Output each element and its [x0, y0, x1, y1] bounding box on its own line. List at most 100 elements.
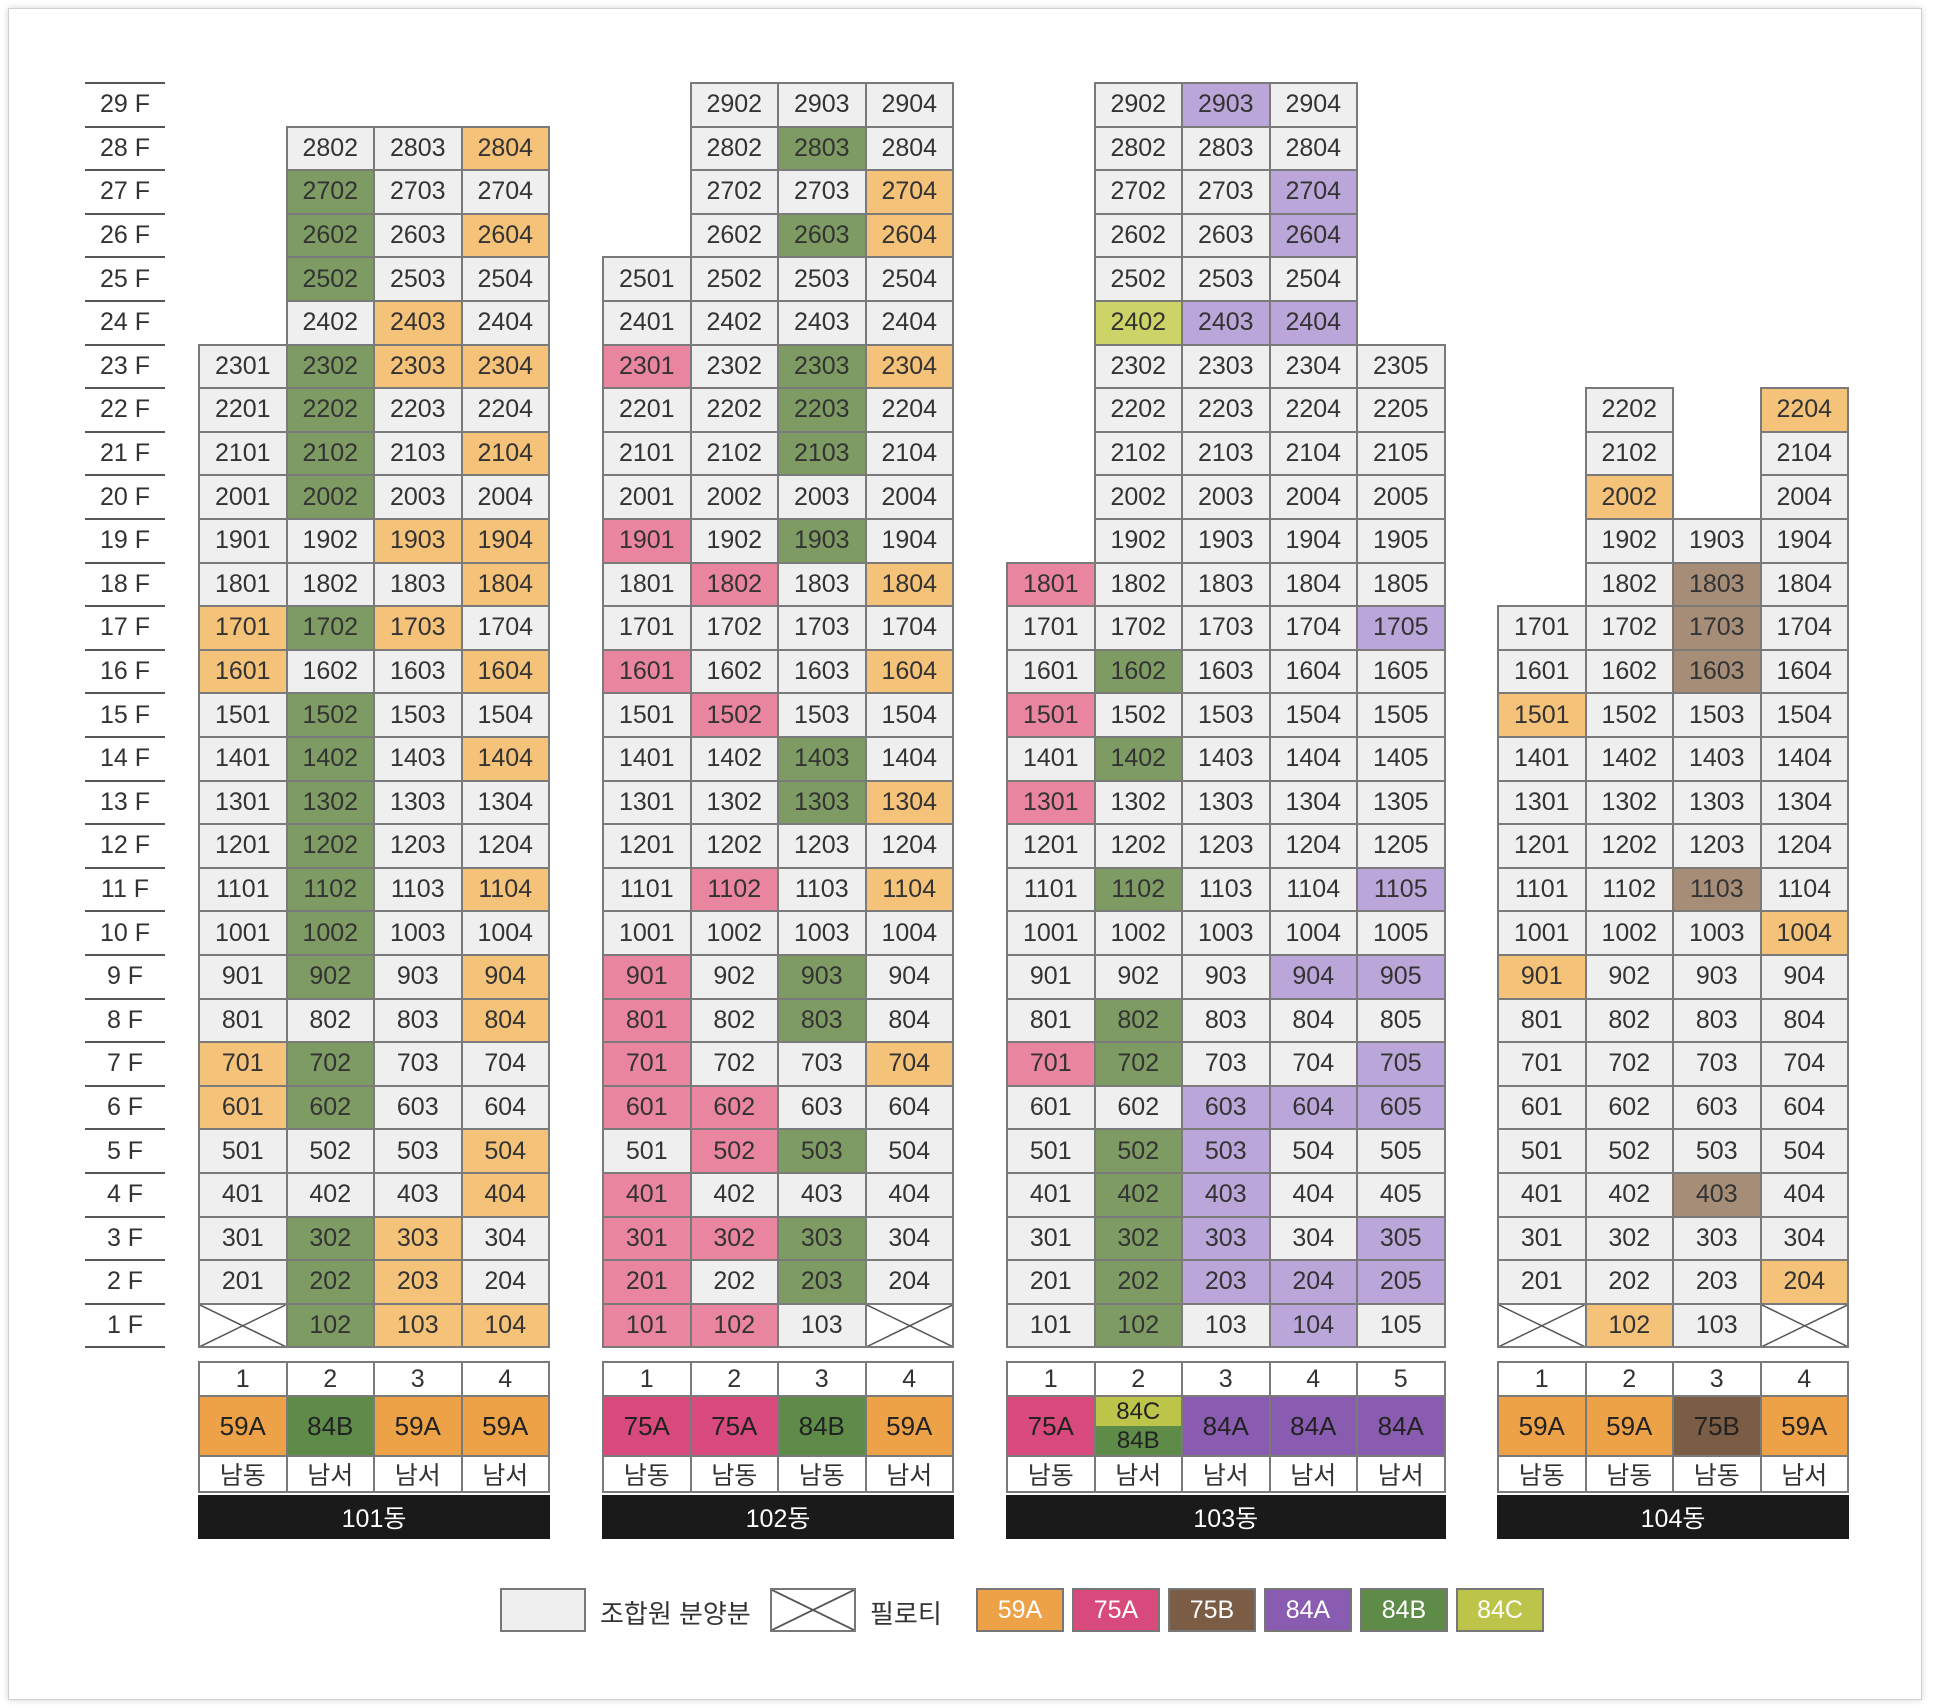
unit-cell: 2403 [777, 300, 867, 346]
unit-cell: 804 [1268, 997, 1358, 1044]
unit-cell: 2803 [1181, 125, 1271, 172]
orientation-label: 남동 [602, 1455, 692, 1493]
unit-cell: 403 [777, 1172, 867, 1218]
unit-cell: 2603 [373, 212, 463, 259]
line-number: 2 [689, 1361, 779, 1397]
legend-pilotis-label: 필로티 [870, 1599, 942, 1629]
unit-cell: 1804 [864, 561, 954, 608]
unit-cell: 2004 [864, 474, 954, 520]
unit-cell: 1804 [1759, 561, 1849, 608]
unit-cell: 1703 [1672, 605, 1762, 651]
unit-cell: 1304 [864, 779, 954, 826]
unit-cell: 1204 [1268, 823, 1358, 869]
unit-cell: 502 [285, 1128, 375, 1174]
floor-label: 3 F [85, 1215, 165, 1260]
unit-cell: 1104 [460, 866, 550, 913]
unit-cell: 1301 [198, 779, 288, 826]
unit-cell: 1402 [285, 736, 375, 782]
line-number: 2 [1093, 1361, 1183, 1397]
orientation-label: 남동 [777, 1455, 867, 1493]
line-number: 3 [373, 1361, 463, 1397]
unit-cell: 303 [1672, 1215, 1762, 1262]
unit-cell: 803 [373, 997, 463, 1044]
unit-cell: 105 [1356, 1302, 1446, 1349]
unit-type-label: 84B [1095, 1426, 1181, 1455]
building-name: 101동 [198, 1495, 550, 1539]
unit-cell: 2503 [777, 256, 867, 302]
unit-cell: 102 [1584, 1302, 1674, 1349]
floor-label: 24 F [85, 300, 165, 344]
unit-cell: 1502 [1093, 692, 1183, 738]
unit-cell: 1903 [373, 518, 463, 564]
line-number: 1 [602, 1361, 692, 1397]
unit-cell: 2602 [285, 212, 375, 259]
unit-cell: 2104 [1268, 430, 1358, 477]
unit-cell: 202 [285, 1259, 375, 1305]
legend-pilotis-swatch [770, 1588, 856, 1632]
unit-cell: 2204 [1759, 387, 1849, 433]
unit-cell: 1201 [1006, 823, 1096, 869]
unit-cell: 203 [777, 1259, 867, 1305]
unit-cell: 702 [285, 1041, 375, 1087]
unit-cell: 903 [1181, 954, 1271, 1000]
unit-cell: 602 [689, 1084, 779, 1131]
unit-cell: 1902 [1093, 518, 1183, 564]
unit-cell: 1404 [460, 736, 550, 782]
unit-cell: 202 [1584, 1259, 1674, 1305]
floor-label: 14 F [85, 736, 165, 780]
floor-label: 17 F [85, 605, 165, 649]
unit-cell: 505 [1356, 1128, 1446, 1174]
unit-cell: 1004 [1268, 910, 1358, 956]
unit-cell: 1801 [602, 561, 692, 608]
unit-cell: 1503 [373, 692, 463, 738]
unit-cell: 1401 [602, 736, 692, 782]
unit-cell: 801 [1497, 997, 1587, 1044]
unit-cell: 2201 [198, 387, 288, 433]
unit-cell: 1402 [1093, 736, 1183, 782]
unit-cell: 2204 [460, 387, 550, 433]
unit-cell: 903 [777, 954, 867, 1000]
unit-cell: 802 [1093, 997, 1183, 1044]
orientation-label: 남서 [460, 1455, 550, 1493]
unit-cell: 2704 [460, 169, 550, 215]
legend-type-75b: 75B [1168, 1588, 1256, 1632]
floor-label: 18 F [85, 561, 165, 606]
unit-cell: 1003 [1672, 910, 1762, 956]
unit-cell: 305 [1356, 1215, 1446, 1262]
unit-cell: 1501 [198, 692, 288, 738]
unit-cell: 601 [1006, 1084, 1096, 1131]
unit-cell: 902 [1093, 954, 1183, 1000]
unit-cell: 1401 [1006, 736, 1096, 782]
floor-label: 26 F [85, 212, 165, 257]
unit-cell: 703 [1181, 1041, 1271, 1087]
unit-cell: 501 [602, 1128, 692, 1174]
unit-cell: 2004 [460, 474, 550, 520]
unit-cell: 1403 [1672, 736, 1762, 782]
unit-cell: 2103 [373, 430, 463, 477]
unit-cell: 1504 [460, 692, 550, 738]
unit-cell: 104 [1268, 1302, 1358, 1349]
unit-cell: 503 [1672, 1128, 1762, 1174]
unit-cell: 2503 [373, 256, 463, 302]
unit-cell: 2004 [1759, 474, 1849, 520]
unit-cell: 603 [1181, 1084, 1271, 1131]
unit-cell: 1205 [1356, 823, 1446, 869]
unit-cell: 1702 [689, 605, 779, 651]
unit-cell: 2403 [373, 300, 463, 346]
unit-cell: 2104 [460, 430, 550, 477]
unit-cell: 903 [1672, 954, 1762, 1000]
unit-cell: 2604 [864, 212, 954, 259]
unit-cell: 2602 [689, 212, 779, 259]
unit-cell: 203 [373, 1259, 463, 1305]
unit-cell: 1103 [777, 866, 867, 913]
unit-cell: 402 [285, 1172, 375, 1218]
unit-cell: 2902 [1093, 82, 1183, 128]
unit-cell: 2302 [689, 343, 779, 390]
unit-cell: 503 [373, 1128, 463, 1174]
unit-cell: 2202 [285, 387, 375, 433]
orientation-label: 남서 [1268, 1455, 1358, 1493]
unit-cell: 1104 [864, 866, 954, 913]
unit-cell: 903 [373, 954, 463, 1000]
unit-cell: 1903 [1181, 518, 1271, 564]
floor-label: 20 F [85, 474, 165, 518]
